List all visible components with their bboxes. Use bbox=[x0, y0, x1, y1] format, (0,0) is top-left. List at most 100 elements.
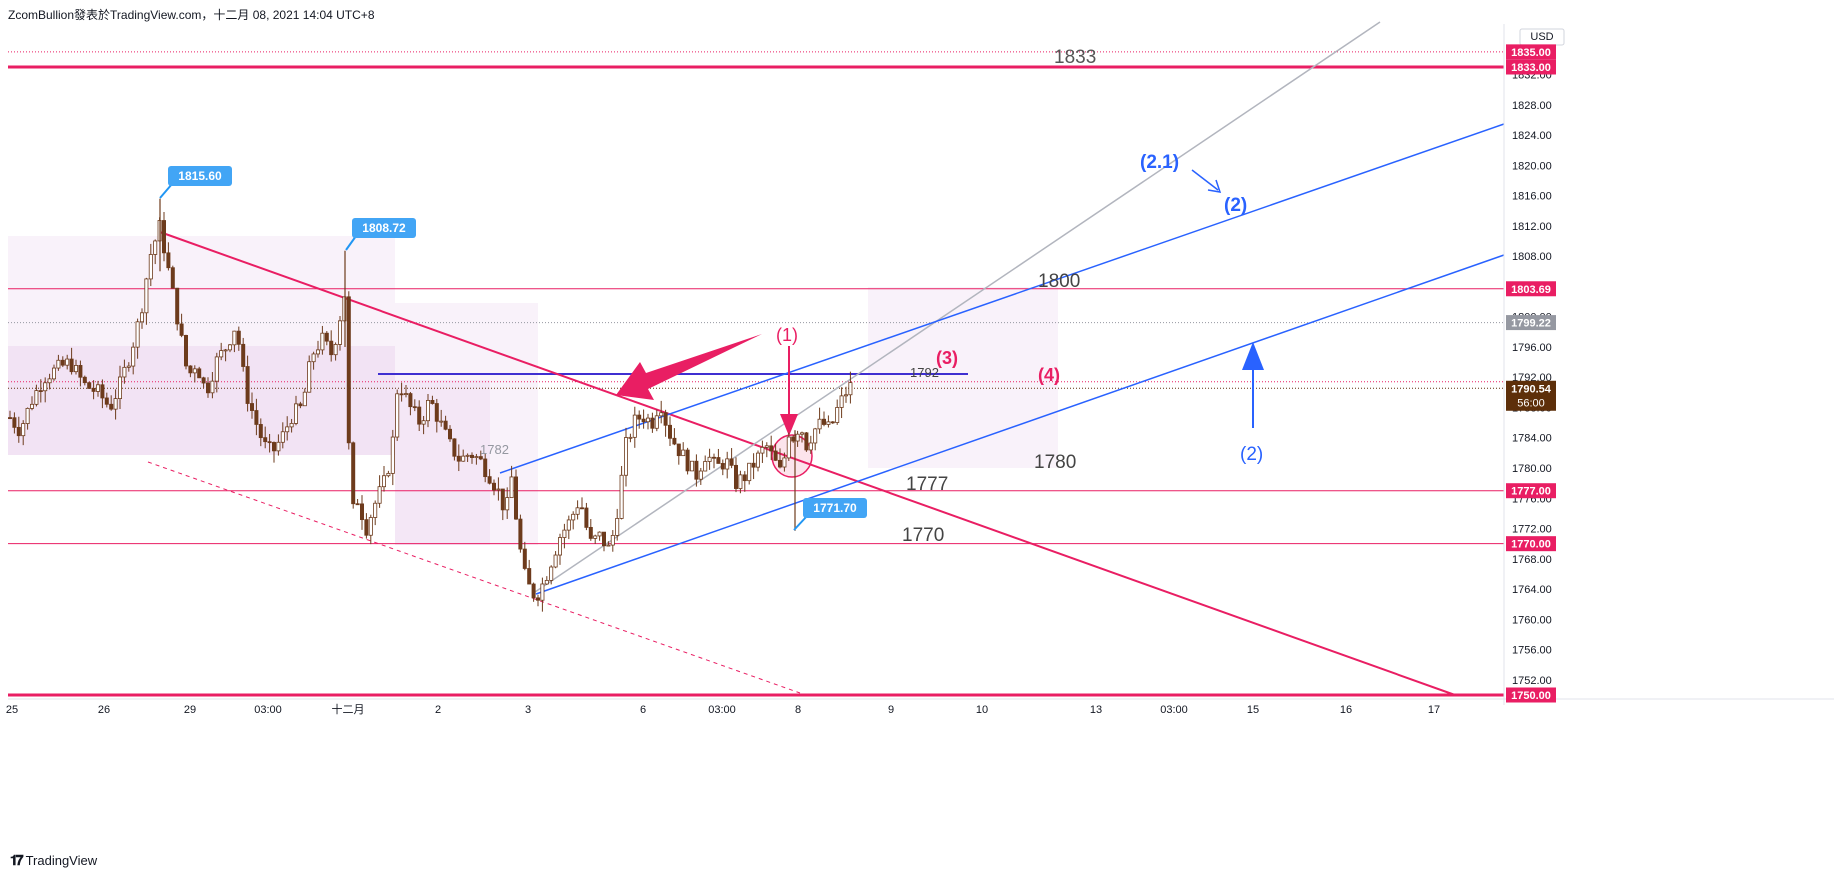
candle-body bbox=[443, 420, 448, 430]
candle-body bbox=[813, 428, 818, 444]
zones-layer bbox=[8, 236, 1058, 545]
level-text-label: 1770 bbox=[902, 525, 944, 546]
level-text-label: 1792 bbox=[910, 365, 939, 380]
candle-body bbox=[118, 376, 123, 399]
candle-body bbox=[355, 503, 360, 506]
candle-body bbox=[597, 531, 602, 537]
tradingview-brand[interactable]: 𝟏𝟕 TradingView bbox=[10, 852, 97, 869]
candle-body bbox=[324, 332, 329, 342]
level-text-label: 1777 bbox=[906, 474, 948, 495]
candle-body bbox=[219, 350, 224, 358]
candle-body bbox=[148, 254, 153, 280]
candle-body bbox=[553, 554, 558, 568]
candle-body bbox=[742, 474, 747, 482]
candle-body bbox=[637, 414, 642, 420]
candle-body bbox=[764, 445, 769, 448]
candle-body bbox=[725, 458, 730, 470]
candle-body bbox=[368, 517, 373, 536]
candle-body bbox=[839, 395, 844, 408]
price-callout: 1808.72 bbox=[345, 218, 416, 251]
candle-body bbox=[34, 390, 39, 405]
candle-body bbox=[43, 382, 48, 392]
candle-body bbox=[21, 423, 26, 437]
candle-body bbox=[293, 403, 298, 424]
candle-body bbox=[285, 426, 290, 433]
candle-body bbox=[584, 507, 589, 528]
candle-body bbox=[452, 438, 457, 457]
candle-body bbox=[791, 436, 796, 442]
candle-body bbox=[720, 463, 725, 470]
y-tick-label: 1780.00 bbox=[1512, 463, 1552, 475]
candle-body bbox=[267, 441, 272, 444]
annotation-label: (2) bbox=[1224, 195, 1247, 216]
candle-body bbox=[562, 529, 567, 538]
grid-layer bbox=[8, 51, 1504, 389]
candle-body bbox=[87, 382, 92, 389]
axis-layer: USD 1752.00 1756.00 1760.00 1764.00 1768.00 17… bbox=[6, 24, 1834, 716]
candle-body bbox=[756, 452, 761, 468]
candle-body bbox=[153, 240, 158, 255]
price-label: 1750.00 bbox=[1506, 687, 1556, 703]
y-tick-label: 1816.00 bbox=[1512, 191, 1552, 203]
candle-body bbox=[390, 436, 395, 474]
candle-body bbox=[760, 446, 765, 454]
candle-body bbox=[685, 449, 690, 472]
candle-body bbox=[408, 393, 413, 408]
candle-body bbox=[395, 393, 400, 438]
candle-body bbox=[817, 418, 822, 430]
level-text-label: 1782 bbox=[480, 442, 509, 457]
candle-body bbox=[734, 464, 739, 489]
candle-body bbox=[619, 474, 624, 519]
candle-body bbox=[377, 486, 382, 504]
x-tick-label: 03:00 bbox=[254, 704, 282, 716]
candle-body bbox=[527, 568, 532, 585]
candle-body bbox=[241, 343, 246, 367]
price-label-box bbox=[1506, 483, 1556, 499]
y-tick-label: 1824.00 bbox=[1512, 130, 1552, 142]
candle-body bbox=[373, 502, 378, 518]
candle-body bbox=[434, 403, 439, 422]
candle-body bbox=[536, 597, 541, 601]
candle-body bbox=[430, 400, 435, 404]
candle-body bbox=[804, 432, 809, 451]
candle-body bbox=[210, 380, 215, 394]
currency-label: USD bbox=[1530, 31, 1553, 43]
price-label-text: 1790.54 bbox=[1511, 383, 1552, 395]
price-label: 1835.00 bbox=[1506, 44, 1556, 60]
price-label: 1799.22 bbox=[1506, 315, 1556, 331]
candle-body bbox=[786, 436, 791, 459]
candle-body bbox=[201, 377, 206, 384]
candle-body bbox=[25, 407, 30, 424]
candle-body bbox=[47, 378, 52, 384]
x-tick-label: 十二月 bbox=[332, 702, 365, 716]
chart-header: ZcomBullion發表於TradingView.com，十二月 08, 20… bbox=[8, 8, 375, 22]
x-tick-label: 6 bbox=[640, 704, 646, 716]
price-label-box bbox=[1506, 687, 1556, 703]
candle-body bbox=[113, 398, 118, 410]
candle-body bbox=[478, 456, 483, 460]
candle-body bbox=[320, 332, 325, 351]
candle-body bbox=[606, 544, 611, 547]
candle-body bbox=[232, 330, 237, 346]
x-tick-label: 10 bbox=[976, 704, 988, 716]
candle-body bbox=[663, 412, 668, 426]
candle-body bbox=[399, 393, 404, 396]
candle-body bbox=[668, 424, 673, 439]
x-tick-label: 29 bbox=[184, 704, 196, 716]
candle-body bbox=[461, 455, 466, 462]
candle-body bbox=[641, 418, 646, 423]
blue-small-arrow bbox=[1191, 169, 1219, 191]
candle-body bbox=[412, 406, 417, 409]
candle-body bbox=[271, 442, 276, 452]
candle-body bbox=[188, 365, 193, 374]
candle-body bbox=[223, 349, 228, 352]
candle-body bbox=[830, 421, 835, 424]
candle-body bbox=[747, 462, 752, 482]
candle-body bbox=[447, 428, 452, 440]
price-label-box bbox=[1506, 44, 1556, 60]
candle-body bbox=[170, 267, 175, 289]
candle-body bbox=[329, 340, 334, 356]
candle-body bbox=[82, 376, 87, 384]
candle-body bbox=[509, 476, 514, 499]
